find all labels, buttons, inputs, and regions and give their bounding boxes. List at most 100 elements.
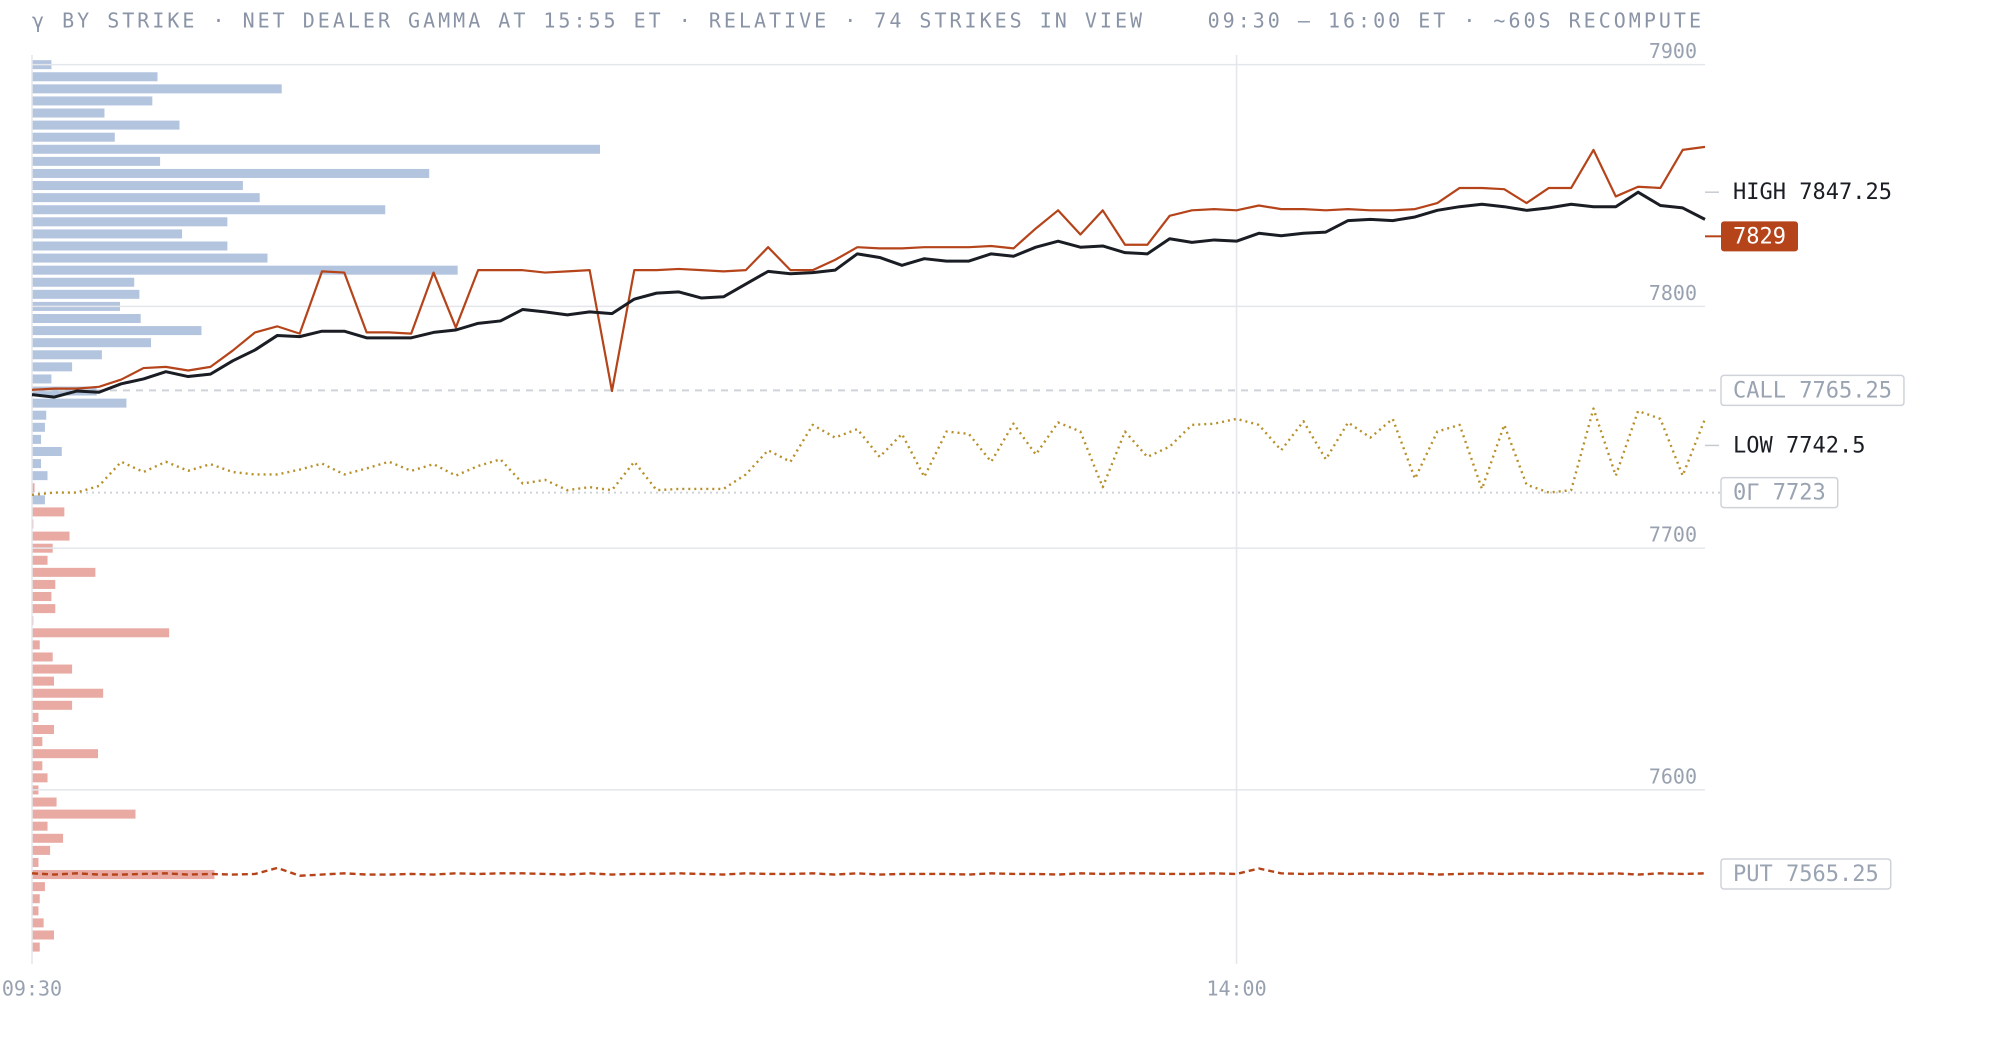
level-name: 0Γ [1733,481,1760,506]
level-box [1720,374,1905,407]
strike-bar [32,289,140,299]
level-label: LOW 7742.5 [1733,433,1865,458]
strike-bar [32,144,600,154]
strike-bar [32,628,170,638]
x-tick-label: 09:30 [2,977,62,1001]
strike-bar [32,314,141,324]
level-box [1720,858,1892,890]
series-line [31,866,1706,877]
chart-title: γ BY STRIKE · NET DEALER GAMMA AT 15:55 … [32,9,1145,33]
level-name: CALL [1733,378,1786,403]
level-label: PUT 7565.25 [1733,862,1879,887]
strike-bar [32,471,48,481]
level-name: HIGH [1733,180,1786,205]
strike-bar [32,132,115,142]
strike-bar [32,410,47,420]
strike-bar [32,737,43,747]
strike-bar [32,398,127,408]
level-name: LOW [1733,433,1773,458]
strike-bar [32,326,202,336]
strike-bar [32,567,96,577]
series-line [31,190,1706,399]
level-label: HIGH 7847.25 [1733,180,1892,205]
strike-bar [32,265,458,275]
chart-subtitle: 09:30 – 16:00 ET · ~60S RECOMPUTE [1208,9,1704,33]
level-value: 7765.25 [1799,378,1892,403]
strike-bar [32,845,51,855]
level-value: 7565.25 [1786,862,1879,887]
y-tick-label: 7600 [1649,764,1697,788]
strike-bar [32,640,40,650]
level-label: CALL 7765.25 [1733,378,1892,403]
strike-bar [32,205,386,215]
y-tick-label: 7900 [1649,39,1697,63]
strike-bar [32,362,73,372]
strike-bar [32,168,430,178]
level-value: 7742.5 [1786,433,1865,458]
strike-bar [32,579,56,589]
strike-bar [32,761,43,771]
strike-bar [32,374,52,384]
strike-bar [32,120,180,130]
strike-bar [32,833,64,843]
strike-bar [32,821,48,831]
strike-bar [32,108,105,118]
strike-bar [32,96,153,106]
strike-bar [32,882,45,892]
strike-bar [32,495,45,505]
strike-bar [32,652,53,662]
price-badge [1721,221,1798,252]
y-tick-label: 7700 [1649,523,1697,547]
strike-bar [32,906,39,916]
level-box [1720,476,1839,509]
strike-bar [32,857,39,867]
strike-bar [32,229,183,239]
strike-bar [32,749,98,759]
strike-bar [32,592,52,602]
strike-bar [32,217,228,227]
strike-bar [32,773,48,783]
strike-bar [32,277,135,287]
level-value: 7847.25 [1799,180,1892,205]
level-name: PUT [1733,862,1773,887]
y-tick-label: 7800 [1649,281,1697,305]
strike-bar [32,531,70,541]
strike-bar [32,918,44,928]
strike-bar [32,193,260,203]
x-tick-label: 14:00 [1206,977,1266,1001]
strike-bar [32,507,65,517]
series-line [31,145,1706,393]
series-line [31,407,1707,497]
strike-bar [32,942,40,952]
strike-bar [32,181,243,191]
strike-bar [32,446,62,456]
strike-bar [32,930,54,940]
strike-bar [32,712,39,722]
strike-bar [32,483,35,493]
strike-bar [32,724,54,734]
strike-bar [32,350,102,360]
strike-bar [32,809,136,819]
strike-bar [32,72,158,82]
level-label: 0Γ 7723 [1733,481,1826,506]
strike-bar [32,422,45,432]
strike-bar [32,555,48,565]
strike-bar [32,604,56,614]
strike-bar [32,664,73,674]
strike-bar [32,241,228,251]
strike-bar [32,459,42,469]
strike-bar [32,84,282,94]
level-value: 7723 [1773,481,1826,506]
strike-bar [32,688,104,698]
price-badge-label: 7829 [1733,224,1786,249]
strike-bar [32,797,57,807]
strike-bar [32,434,42,444]
strike-bar [32,676,54,686]
strike-bar [32,253,268,263]
strike-bar [32,894,40,904]
strike-bar [32,338,152,348]
strike-bar [32,156,161,166]
strike-bar [32,700,73,710]
